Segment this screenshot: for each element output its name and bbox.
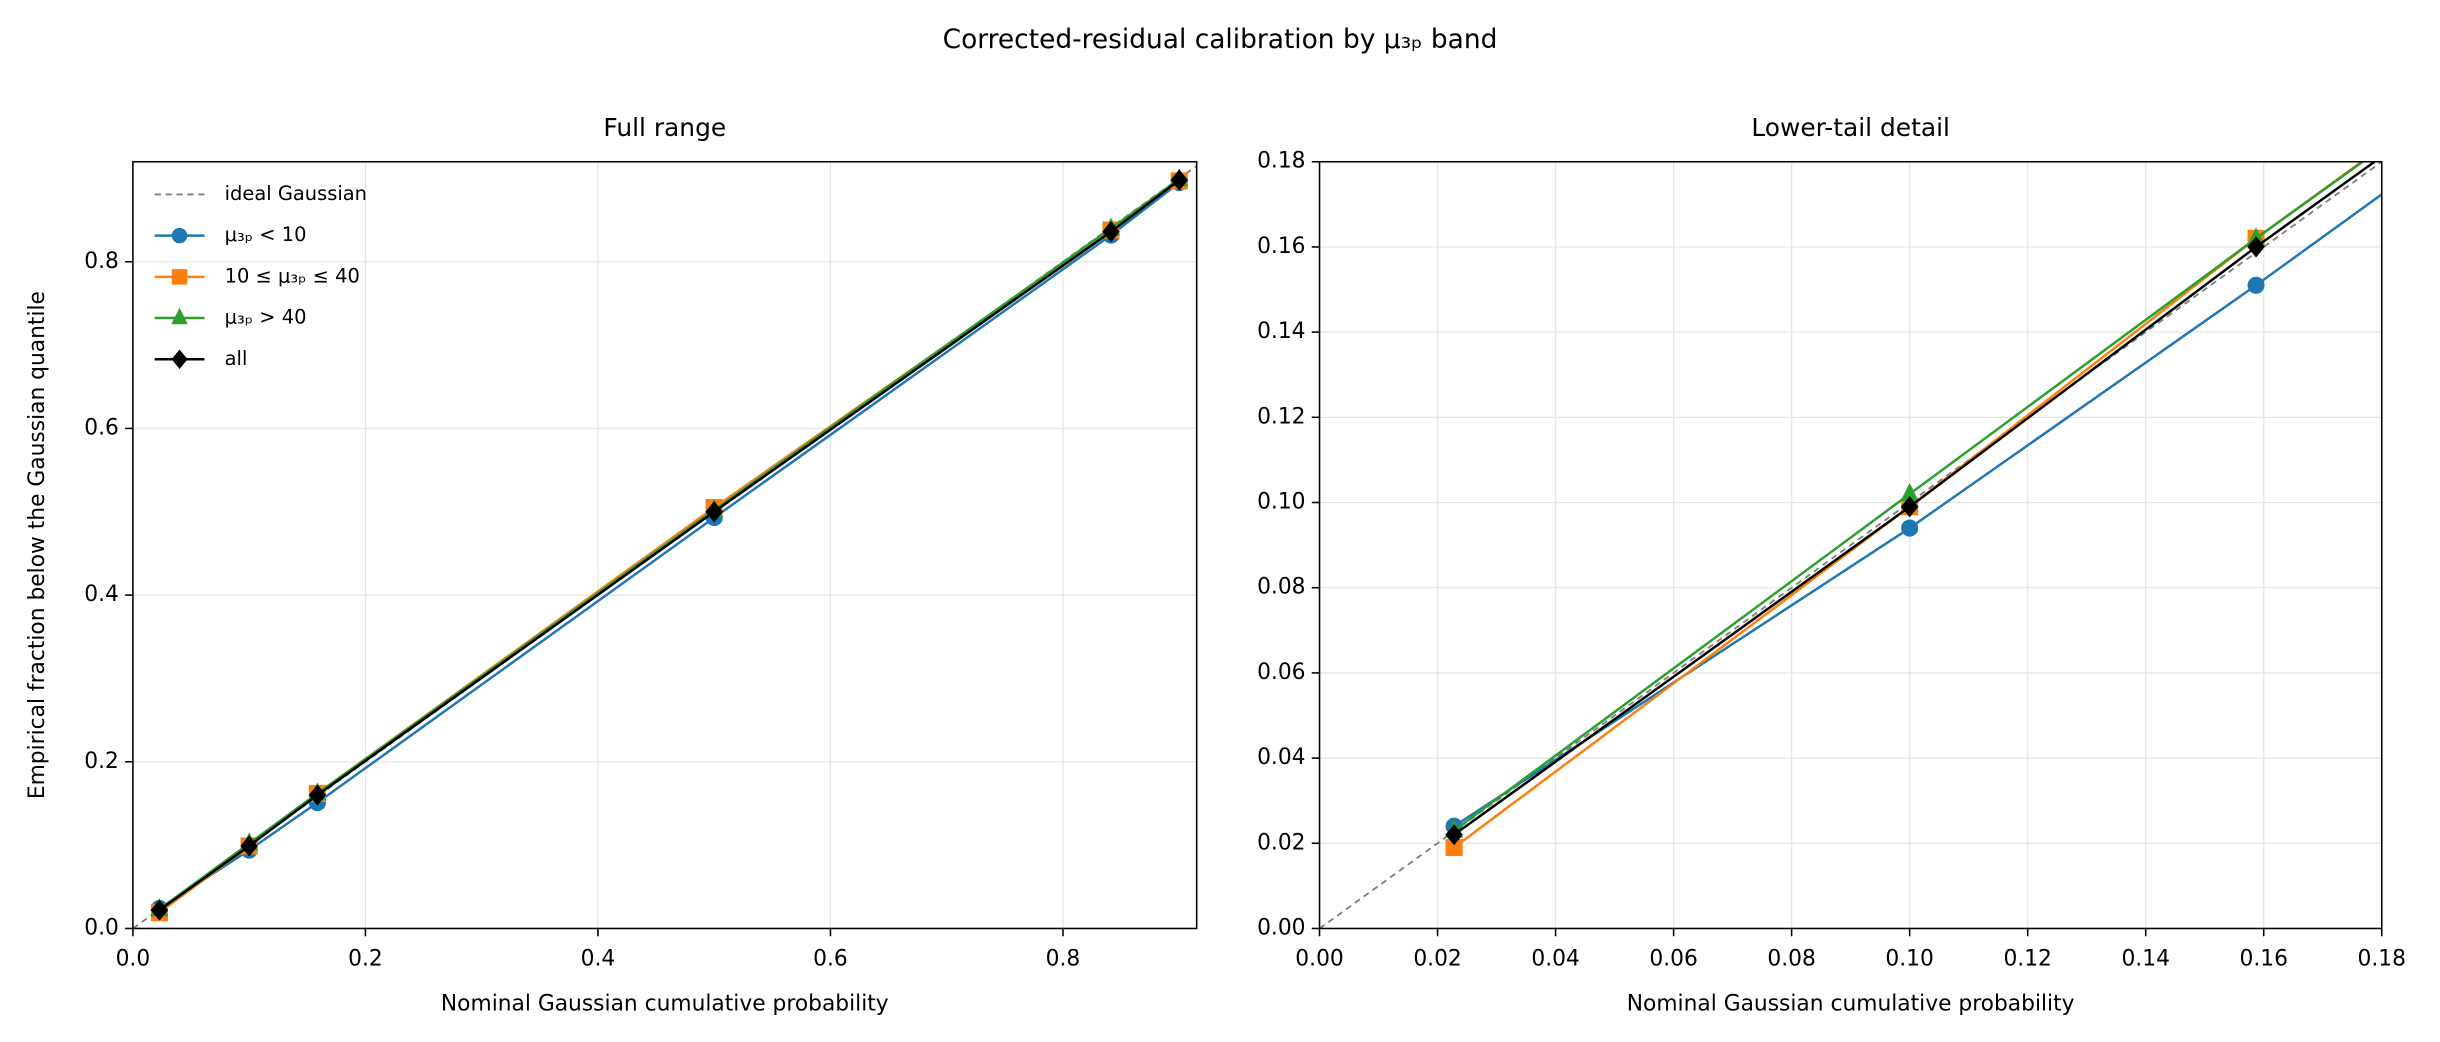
marker	[171, 269, 188, 285]
series-line	[158, 179, 1180, 912]
marker	[171, 227, 188, 244]
y-tick-label: 0.2	[84, 749, 119, 774]
legend-label: ideal Gaussian	[225, 182, 367, 205]
plot-area	[1319, 161, 2382, 929]
y-tick-label: 0.10	[1257, 490, 1305, 515]
marker	[1170, 169, 1189, 191]
x-tick-label: 0.8	[1046, 947, 1081, 972]
y-tick-label: 0.12	[1257, 404, 1305, 429]
legend-label: 10 ≤ μ₃ₚ ≤ 40	[225, 264, 360, 287]
x-axis-label: Nominal Gaussian cumulative probability	[441, 992, 889, 1017]
marker	[240, 835, 258, 857]
x-tick-label: 0.00	[1295, 947, 1343, 972]
marker	[1901, 519, 1919, 537]
y-tick-label: 0.8	[84, 249, 119, 274]
marker	[171, 307, 188, 325]
x-tick-label: 0.10	[1885, 947, 1933, 972]
x-tick-label: 0.04	[1531, 947, 1579, 972]
plot-frame	[1318, 160, 2383, 930]
y-tick-label: 0.16	[1257, 234, 1305, 259]
series-line	[1453, 161, 2377, 836]
ideal-line	[1319, 161, 2382, 929]
x-tick-label: 0.12	[2003, 947, 2051, 972]
y-tick-label: 0.6	[84, 415, 119, 440]
x-tick-label: 0.2	[348, 947, 383, 972]
x-tick-label: 0.18	[2358, 947, 2406, 972]
subplot: Lower-tail detail Nominal Gaussian cumula…	[1257, 113, 2406, 1017]
x-axis-label: Nominal Gaussian cumulative probability	[1627, 992, 2075, 1017]
marker	[1900, 496, 1919, 518]
x-tick-label: 0.14	[2121, 947, 2169, 972]
marker	[705, 501, 723, 523]
marker	[1445, 824, 1463, 846]
series-line	[158, 181, 1180, 910]
y-tick-label: 0.0	[84, 915, 119, 940]
series-line	[1453, 161, 2364, 849]
legend: ideal Gaussian μ₃ₚ < 10 10 ≤ μ₃ₚ ≤ 40 μ₃ₚ >…	[154, 182, 367, 370]
x-tick-label: 0.02	[1413, 947, 1461, 972]
x-tick-label: 0.6	[813, 947, 848, 972]
y-axis-label: Empirical fraction below the Gaussian qu…	[25, 291, 50, 799]
legend-label: all	[225, 347, 248, 370]
marker	[308, 784, 327, 806]
legend-label: μ₃ₚ > 40	[225, 306, 307, 329]
y-tick-label: 0.00	[1257, 915, 1305, 940]
y-tick-label: 0.06	[1257, 660, 1305, 685]
y-tick-label: 0.14	[1257, 319, 1305, 344]
x-tick-label: 0.0	[116, 947, 151, 972]
y-tick-label: 0.04	[1257, 745, 1305, 770]
marker	[2247, 276, 2265, 294]
figure-title: Corrected-residual calibration by μ₃ₚ ba…	[943, 24, 1498, 55]
marker	[1102, 221, 1120, 243]
y-tick-label: 0.08	[1257, 575, 1305, 600]
marker	[150, 899, 169, 921]
marker	[171, 349, 188, 370]
x-tick-label: 0.16	[2239, 947, 2287, 972]
y-tick-label: 0.02	[1257, 830, 1305, 855]
x-tick-label: 0.06	[1649, 947, 1697, 972]
subplot-title: Lower-tail detail	[1751, 113, 1950, 142]
subplot-title: Full range	[603, 113, 726, 142]
plot-frame	[132, 160, 1198, 930]
x-tick-label: 0.4	[581, 947, 616, 972]
subplot: Full range Nominal Gaussian cumulative pr…	[25, 113, 1198, 1017]
y-tick-label: 0.4	[84, 582, 119, 607]
y-tick-label: 0.18	[1257, 149, 1305, 174]
marker	[2247, 236, 2265, 258]
series-line	[1453, 161, 2365, 832]
plot-area	[132, 165, 1197, 929]
series-line	[158, 178, 1180, 911]
series-line	[1453, 192, 2382, 828]
x-tick-label: 0.08	[1767, 947, 1815, 972]
legend-label: μ₃ₚ < 10	[225, 223, 307, 246]
